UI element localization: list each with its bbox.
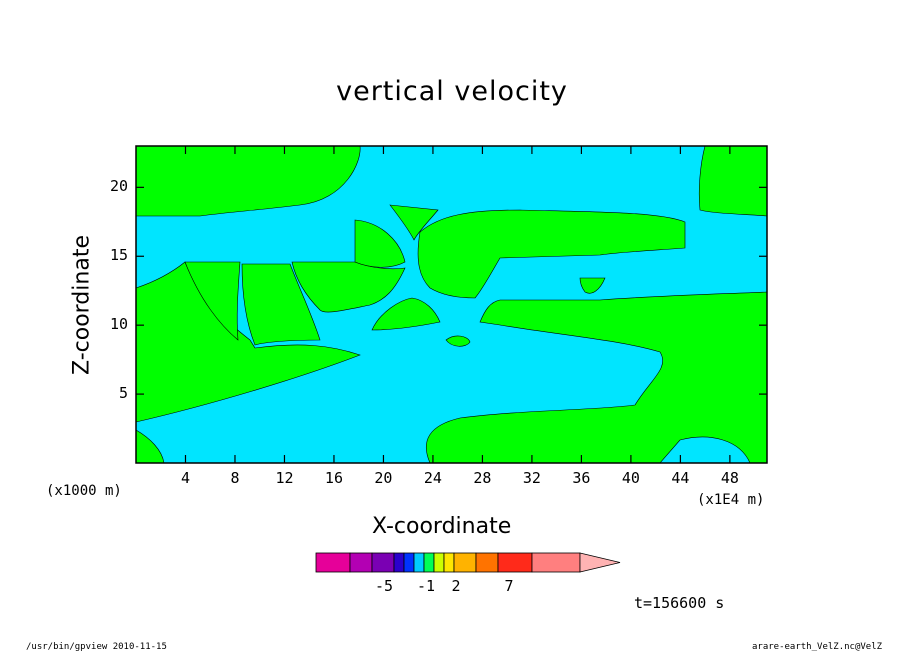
y-tick-label: 5 [118,384,128,403]
plot-frame [135,145,768,464]
x-tick-label: 20 [374,469,393,487]
green-region-lobe-2 [241,263,321,346]
x-tick-label: 28 [473,469,492,487]
green-region-hourglass [389,204,439,241]
colorbar-segment [531,552,581,573]
contour-field [135,145,768,464]
x-tick-label: 24 [423,469,442,487]
x-tick-label: 44 [671,469,690,487]
green-region-dot [445,335,471,347]
x-tick-label: 4 [180,469,190,487]
chart-title: vertical velocity [336,76,568,107]
x-tick-label: 16 [324,469,343,487]
y-axis-title: Z-coordinate [69,235,95,375]
green-region-central-top [354,219,406,268]
green-region-center-blob [371,297,441,331]
colorbar-segment [393,552,405,573]
x-axis-title: X-coordinate [372,514,512,539]
x-tick-label: 12 [275,469,294,487]
green-region-upper-mid [417,209,686,299]
colorbar-segment [453,552,477,573]
colorbar-segment [349,552,373,573]
colorbar-segment [443,552,455,573]
colorbar-segment [433,552,445,573]
colorbar-label: 2 [451,577,461,595]
x-axis-ticks [184,146,731,463]
colorbar-label: 7 [504,577,514,595]
colorbar-segment [423,552,435,573]
y-tick-label: 20 [109,177,128,196]
colorbar-extension-arrow [579,552,621,573]
x-unit-note: (x1000 m) [46,483,122,499]
colorbar-segment [315,552,351,573]
time-label: t=156600 s [634,594,725,612]
colorbar-segment [371,552,395,573]
colorbar-segment [497,552,533,573]
footer-program-info: /usr/bin/gpview 2010-11-15 [26,642,167,652]
y-tick-label: 15 [109,246,128,265]
y-axis-ticks [136,186,767,395]
x-tick-label: 48 [720,469,739,487]
colorbar-label: -5 [374,577,394,595]
x-axis-scale-note: (x1E4 m) [697,492,765,508]
y-tick-label: 10 [109,315,128,334]
green-region-top-left [135,145,361,217]
green-region-lobe-1 [184,261,241,341]
colorbar [315,552,621,573]
green-region-small-drop [579,277,606,294]
colorbar-segment [403,552,415,573]
colorbar-segment [413,552,425,573]
x-tick-label: 32 [522,469,541,487]
colorbar-segment [475,552,499,573]
footer-file-info: arare-earth_VelZ.nc@VelZ [752,642,883,652]
colorbar-label: -1 [416,577,436,595]
x-tick-label: 40 [621,469,640,487]
green-region-top-right [698,145,768,217]
x-tick-label: 8 [230,469,240,487]
x-tick-label: 36 [572,469,591,487]
green-region-lobe-3 [291,261,406,313]
